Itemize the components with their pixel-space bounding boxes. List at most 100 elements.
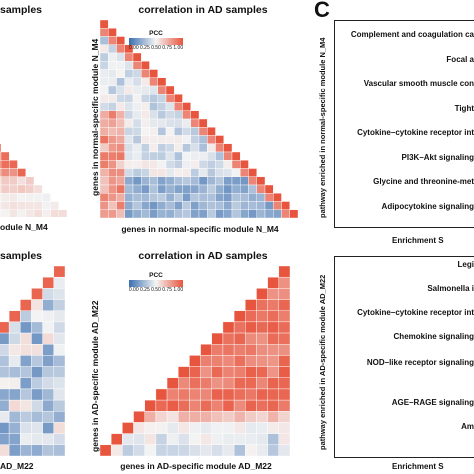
heatmap-cell: [157, 94, 167, 103]
heatmap-cell: [20, 310, 32, 323]
heatmap-cell: [240, 193, 249, 202]
heatmap-cell: [165, 118, 175, 128]
heatmap-cell: [222, 377, 235, 390]
heatmap-cell: [31, 288, 43, 300]
pathway-label: Tight: [454, 103, 474, 113]
heatmap-cell: [33, 184, 43, 194]
heatmap-cell: [182, 201, 191, 210]
heatmap-cell: [267, 411, 280, 423]
heatmap-cell: [222, 422, 235, 434]
heatmap-cell: [267, 299, 280, 311]
heatmap-cell: [233, 332, 246, 345]
heatmap-cell: [149, 160, 158, 169]
heatmap-cell: [144, 411, 157, 423]
heatmap-cell: [157, 143, 167, 153]
heatmap-cell: [281, 201, 290, 210]
heatmap-cell: [207, 168, 216, 177]
heatmap-cell: [42, 276, 55, 289]
heatmap-cell: [31, 344, 43, 356]
top-right-xlabel: Enrichment S: [392, 236, 444, 245]
heatmap-cell: [100, 176, 109, 186]
heatmap-cell: [124, 193, 134, 202]
heatmap-cell: [215, 184, 224, 194]
heatmap-cell: [256, 310, 268, 323]
heatmap-cell: [31, 411, 43, 423]
heatmap-cell: [20, 321, 32, 334]
heatmap-cell: [124, 184, 134, 194]
heatmap-cell: [33, 209, 43, 217]
heatmap-cell: [165, 94, 175, 103]
heatmap-cell: [8, 332, 21, 345]
heatmap-cell: [245, 332, 257, 345]
heatmap-cell: [42, 366, 55, 378]
heatmap-cell: [0, 422, 10, 434]
heatmap-cell: [31, 321, 43, 334]
heatmap-cell: [233, 433, 246, 446]
heatmap-cell: [231, 184, 241, 194]
heatmap-cell: [211, 388, 224, 401]
heatmap-cell: [53, 266, 66, 278]
heatmap-cell: [178, 433, 190, 446]
heatmap-cell: [157, 110, 167, 120]
heatmap-cell: [132, 52, 142, 62]
heatmap-cell: [100, 77, 109, 87]
heatmap-cell: [267, 276, 280, 289]
heatmap-cell: [200, 399, 212, 412]
heatmap-cell: [42, 288, 55, 300]
heatmap-cell: [222, 355, 235, 367]
top-middle-xlabel: genes in normal-specific module N_M4: [121, 224, 279, 234]
heatmap-cell: [31, 355, 43, 367]
heatmap-cell: [42, 355, 55, 367]
heatmap-cell: [53, 411, 66, 423]
heatmap-cell: [240, 160, 249, 169]
heatmap-cell: [223, 184, 233, 194]
heatmap-cell: [124, 135, 134, 144]
heatmap-cell: [223, 193, 233, 202]
heatmap-cell: [174, 94, 183, 103]
bottom-right-pathway-list: Legi Salmonella i Cytokine–cytokine recept…: [334, 256, 474, 456]
heatmap-cell: [31, 399, 43, 412]
heatmap-cell: [281, 209, 290, 218]
heatmap-cell: [231, 168, 241, 177]
heatmap-cell: [182, 193, 191, 202]
pathway-label: Salmonella i: [427, 284, 474, 293]
heatmap-cell: [182, 184, 191, 194]
heatmap-cell: [245, 310, 257, 323]
heatmap-cell: [190, 118, 200, 128]
heatmap-cell: [245, 388, 257, 401]
heatmap-cell: [215, 176, 224, 186]
heatmap-cell: [42, 388, 55, 401]
heatmap-cell: [166, 422, 179, 434]
heatmap-cell: [231, 201, 241, 210]
heatmap-cell: [190, 135, 200, 144]
heatmap-cell: [198, 168, 208, 177]
heatmap-cell: [116, 184, 125, 194]
heatmap-cell: [165, 176, 175, 186]
heatmap-cell: [108, 209, 117, 218]
legend-top-middle: PCC 0.00 0.25 0.50 0.75 1.00: [116, 30, 196, 51]
heatmap-cell: [211, 399, 224, 412]
heatmap-cell: [189, 433, 201, 446]
heatmap-cell: [267, 344, 280, 356]
heatmap-cell: [133, 433, 145, 446]
heatmap-cell: [198, 118, 208, 128]
heatmap-cell: [0, 160, 10, 169]
heatmap-cell: [267, 433, 280, 446]
heatmap-cell: [174, 209, 183, 218]
heatmap-cell: [182, 209, 191, 218]
heatmap-cell: [273, 201, 282, 210]
heatmap-cell: [190, 193, 200, 202]
heatmap-cell: [132, 135, 142, 144]
heatmap-cell: [245, 377, 257, 390]
heatmap-cell: [174, 102, 183, 111]
heatmap-cell: [108, 168, 117, 177]
heatmap-cell: [124, 94, 134, 103]
heatmap-cell: [53, 355, 66, 367]
heatmap-cell: [178, 388, 190, 401]
heatmap-cell: [100, 201, 109, 210]
heatmap-cell: [200, 411, 212, 423]
heatmap-cell: [233, 310, 246, 323]
legend-colorbar: [129, 280, 183, 287]
heatmap-cell: [132, 143, 142, 153]
heatmap-cell: [198, 127, 208, 136]
